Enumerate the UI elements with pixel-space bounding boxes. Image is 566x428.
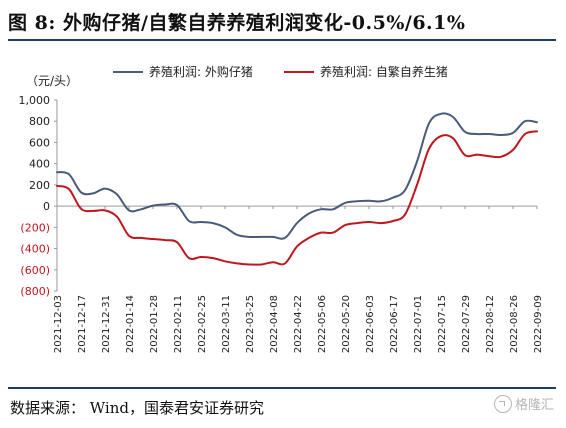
watermark: 格隆汇	[493, 394, 554, 413]
y-tick-label: 200	[29, 179, 50, 192]
y-tick-label: 600	[29, 136, 50, 149]
y-tick-label: 400	[29, 158, 50, 171]
x-tick-label: 2022-01-28	[149, 295, 160, 353]
y-axis-unit-label: （元/头）	[26, 74, 78, 88]
y-tick-label: (200)	[20, 221, 50, 234]
x-tick-label: 2022-05-06	[317, 295, 328, 353]
x-tick-label: 2021-12-03	[53, 295, 64, 353]
source-note: 数据来源： Wind，国泰君安证券研究	[10, 399, 264, 417]
series-line-self-bred	[56, 130, 538, 266]
x-tick-label: 2022-03-11	[221, 295, 232, 353]
series-line-purchased-piglet	[56, 112, 538, 240]
x-tick-label: 2022-08-12	[485, 295, 496, 353]
title-rule	[8, 39, 556, 41]
x-tick-label: 2022-09-09	[533, 295, 544, 353]
y-tick-label: 800	[29, 115, 50, 128]
x-tick-label: 2022-07-29	[461, 295, 472, 353]
y-tick-label: (400)	[20, 243, 50, 256]
x-tick-label: 2022-08-26	[509, 295, 520, 353]
legend-label: 养殖利润: 自繁自养生猪	[320, 64, 448, 79]
chart-legend: 养殖利润: 外购仔猪 养殖利润: 自繁自养生猪	[113, 64, 448, 79]
y-tick-label: 0	[43, 200, 50, 213]
x-tick-label: 2022-04-08	[269, 295, 280, 353]
watermark-text: 格隆汇	[514, 398, 554, 413]
legend-label: 养殖利润: 外购仔猪	[149, 64, 253, 79]
footer-rule	[8, 387, 556, 389]
x-tick-label: 2021-12-17	[77, 295, 88, 353]
y-tick-label: (800)	[20, 285, 50, 298]
x-tick-label: 2022-02-25	[197, 295, 208, 353]
title-bar: 图 8: 外购仔猪/自繁自养养殖利润变化-0.5%/6.1%	[0, 0, 566, 44]
x-tick-label: 2022-03-25	[245, 295, 256, 353]
x-tick-label: 2022-05-20	[341, 295, 352, 353]
figure-title: 图 8: 外购仔猪/自繁自养养殖利润变化-0.5%/6.1%	[8, 12, 466, 34]
profit-line-chart: （元/头） 养殖利润: 外购仔猪 养殖利润: 自繁自养生猪 1,000 800 600…	[19, 64, 545, 353]
x-tick-label: 2022-06-03	[365, 295, 376, 353]
chart-axes: 1,0008006004002000(200)(400)(600)(800)20…	[19, 94, 545, 353]
x-tick-label: 2022-04-22	[293, 295, 304, 353]
y-tick-label: (600)	[20, 264, 50, 277]
y-tick-label: 1,000	[19, 94, 51, 107]
x-tick-label: 2022-06-17	[389, 295, 400, 353]
x-tick-label: 2022-07-15	[437, 295, 448, 353]
x-tick-label: 2022-01-14	[125, 295, 136, 353]
x-tick-label: 2022-07-01	[413, 295, 424, 353]
chart-logo-icon	[493, 394, 512, 413]
x-tick-label: 2022-02-11	[173, 295, 184, 353]
chart-series	[56, 112, 538, 266]
x-tick-label: 2021-12-31	[101, 295, 112, 353]
